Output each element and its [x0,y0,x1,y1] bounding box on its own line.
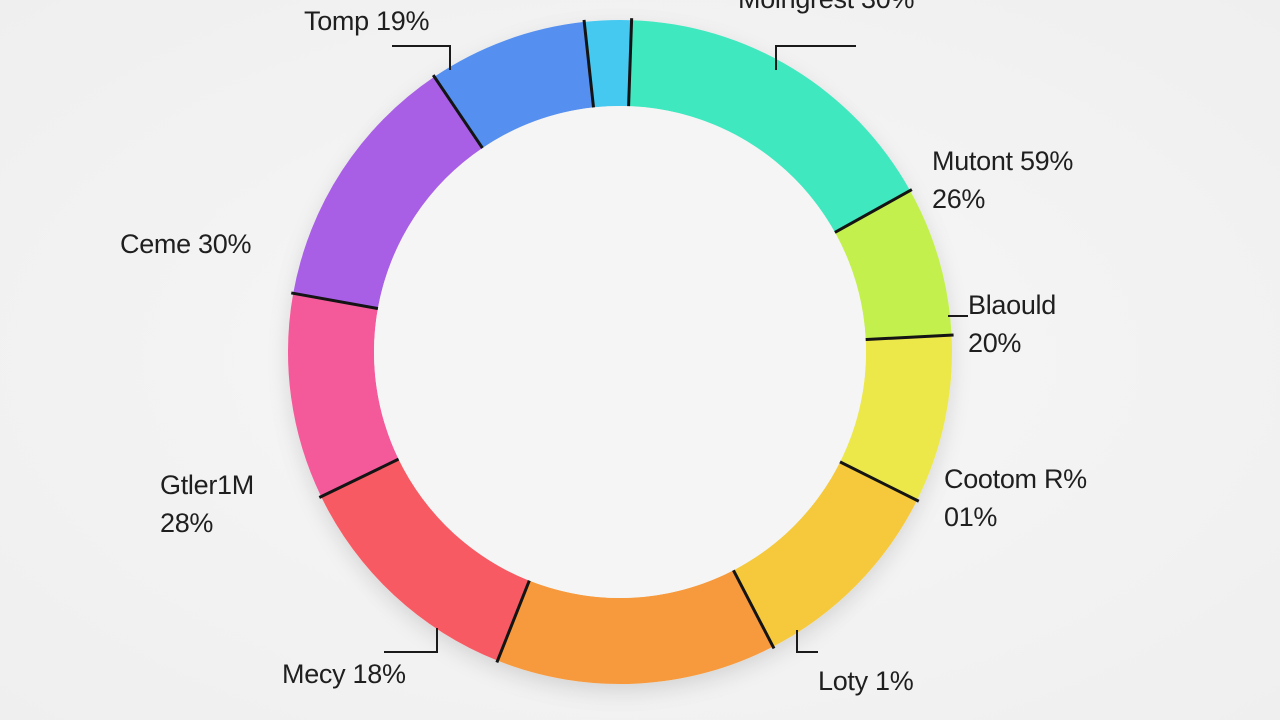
leader-line [384,628,438,653]
slice-label: Tomp 19% [304,6,429,36]
slice-divider [290,291,383,311]
leader-line [775,45,856,70]
slice-divider [730,566,776,650]
leader-line [796,630,818,653]
slice-label: 01% [944,502,997,532]
donut-slice [434,21,594,149]
slice-label: 26% [932,184,985,214]
slice-label: 20% [968,328,1021,358]
slice-label: Blaould [968,290,1056,320]
donut-slice [733,461,918,647]
slice-divider [861,333,954,342]
slice-label: Loty 1% [818,666,914,696]
donut-slice [321,459,530,661]
donut-slice [497,570,774,684]
donut-slice [628,20,911,233]
slice-label: Cootom R% [944,464,1087,494]
donut-slice [293,76,483,309]
slice-divider [626,18,634,111]
slice-label: 28% [160,508,213,538]
donut-slice [834,190,952,340]
slice-label: Ceme 30% [120,229,251,259]
slice-divider [582,19,596,112]
slice-label: Molngrest 30% [738,0,914,14]
slice-divider [431,74,486,153]
slice-divider [830,188,913,236]
donut-hole [374,106,866,598]
donut-slice [288,293,399,497]
slice-label: Mecy 18% [282,659,406,689]
slice-divider [318,456,403,499]
donut-slice [584,20,632,108]
slice-divider [835,458,920,503]
donut-slice [840,335,952,501]
slice-label: Mutont 59% [932,146,1073,176]
slice-divider [495,576,533,664]
leader-line [392,45,451,70]
slice-label: Gtler1M [160,470,254,500]
